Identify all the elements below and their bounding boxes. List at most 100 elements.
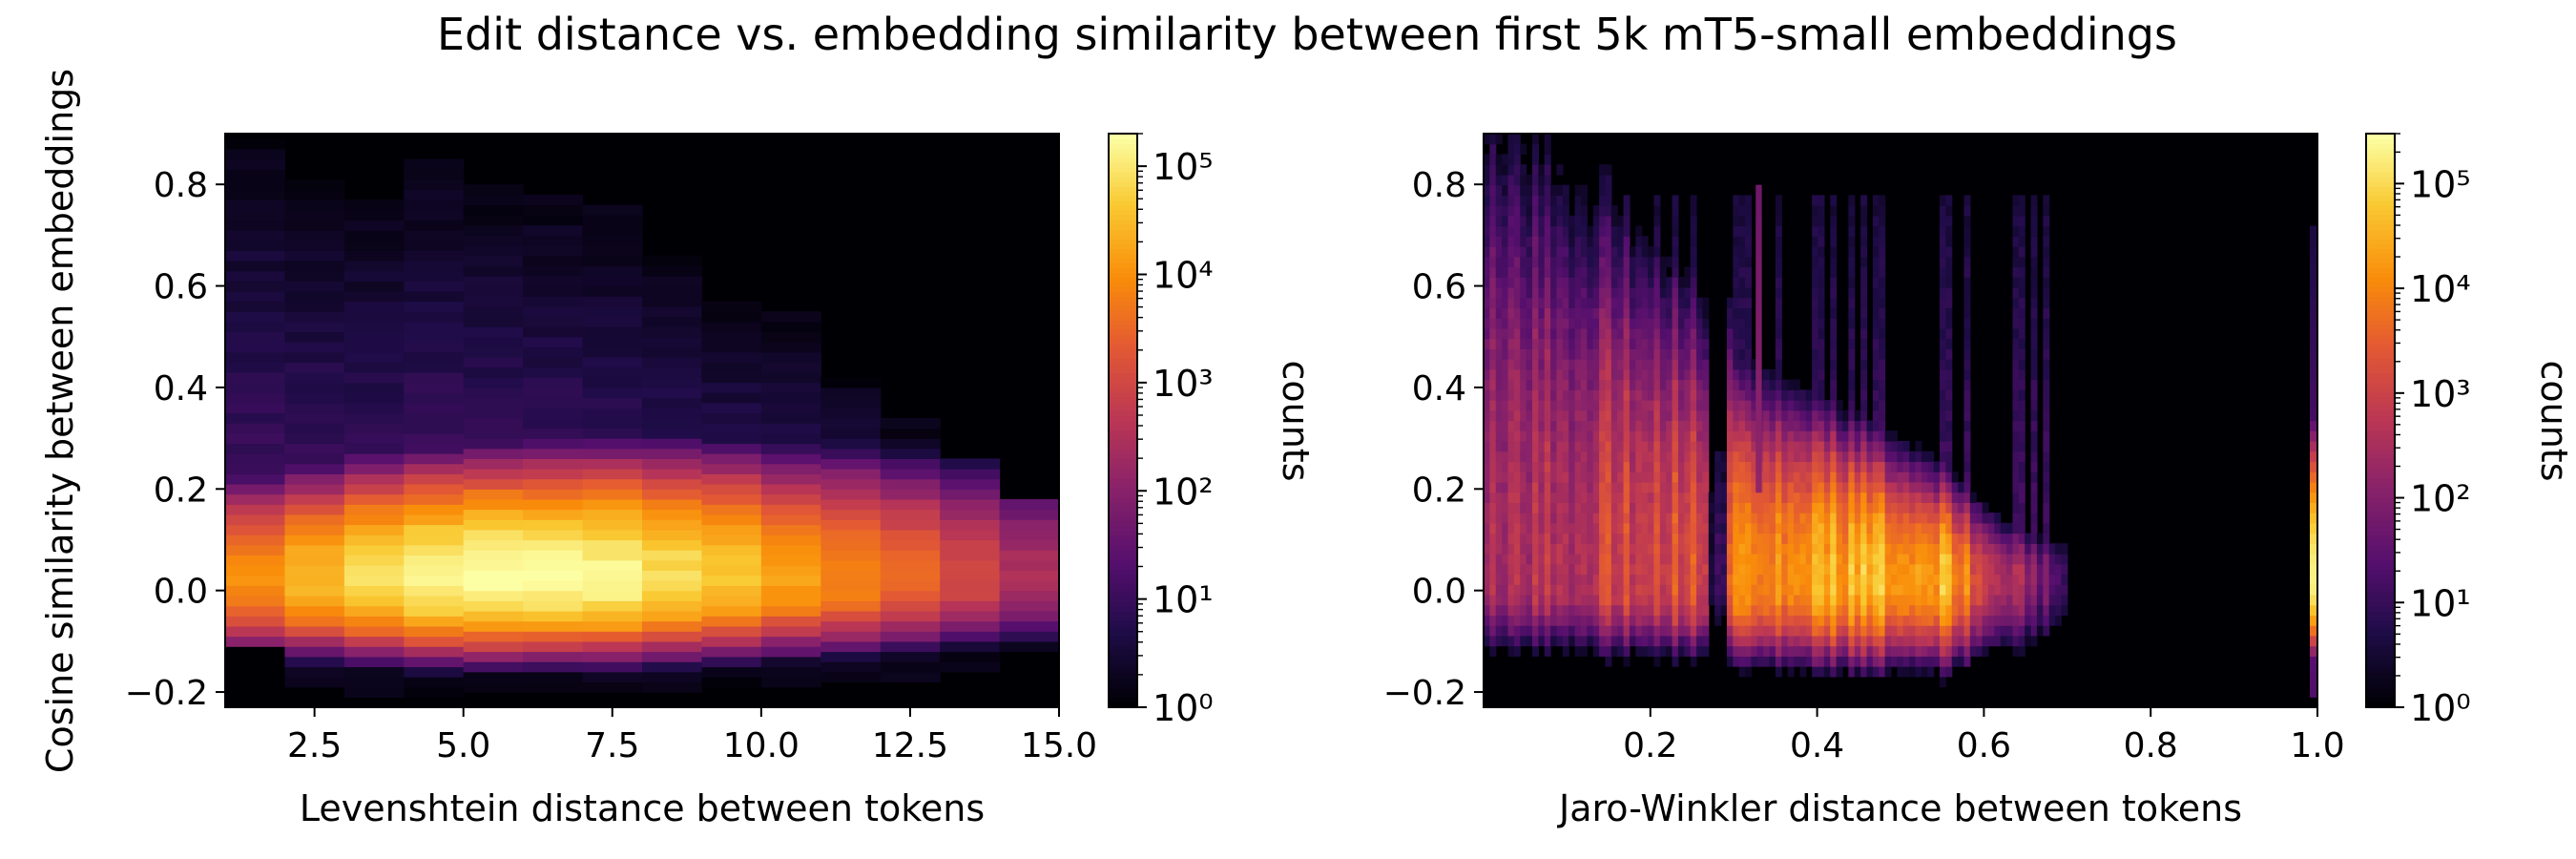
heatmap-cell bbox=[1677, 338, 1685, 349]
heatmap-cell bbox=[1531, 359, 1539, 370]
colorbar-segment bbox=[1109, 463, 1137, 470]
heatmap-cell bbox=[1848, 409, 1856, 422]
heatmap-cell bbox=[1513, 400, 1521, 411]
heatmap-cell bbox=[1538, 277, 1546, 288]
heatmap-cell bbox=[1799, 389, 1807, 401]
heatmap-cell bbox=[880, 458, 941, 470]
heatmap-cell bbox=[1794, 574, 1800, 585]
heatmap-cell bbox=[1823, 584, 1831, 596]
colorbar-segment bbox=[2366, 215, 2395, 220]
heatmap-cell bbox=[1592, 554, 1600, 565]
heatmap-cell bbox=[760, 351, 821, 363]
heatmap-cell bbox=[463, 600, 524, 612]
heatmap-cell bbox=[1848, 563, 1856, 576]
heatmap-cell bbox=[1939, 307, 1946, 319]
heatmap-cell bbox=[1921, 635, 1928, 647]
heatmap-cell bbox=[1848, 277, 1856, 288]
heatmap-cell bbox=[1531, 481, 1539, 493]
heatmap-cell bbox=[1745, 359, 1753, 370]
heatmap-cell bbox=[880, 469, 941, 480]
heatmap-cell bbox=[1568, 481, 1576, 493]
heatmap-cell bbox=[2018, 225, 2025, 237]
colorbar-segment bbox=[1109, 506, 1137, 513]
heatmap-cell bbox=[1653, 246, 1661, 258]
heatmap-cell bbox=[880, 631, 941, 642]
heatmap-cell bbox=[582, 631, 643, 642]
y-tick-label: −0.2 bbox=[125, 674, 208, 713]
heatmap-cell bbox=[1897, 533, 1904, 544]
colorbar-segment bbox=[1109, 410, 1137, 417]
heatmap-cell bbox=[1745, 645, 1753, 657]
heatmap-cell bbox=[701, 331, 762, 343]
heatmap-cell bbox=[1526, 246, 1533, 258]
heatmap-cell bbox=[2006, 625, 2014, 637]
heatmap-cell bbox=[1775, 615, 1782, 626]
colorbar-segment bbox=[1109, 162, 1137, 168]
heatmap-cell bbox=[1690, 584, 1697, 596]
heatmap-cell bbox=[1544, 615, 1551, 626]
heatmap-cell bbox=[2006, 543, 2014, 555]
heatmap-cell bbox=[1836, 645, 1843, 657]
heatmap-cell bbox=[1879, 205, 1886, 217]
colorbar-segment bbox=[2366, 148, 2395, 154]
heatmap-cell bbox=[1677, 574, 1685, 585]
heatmap-cell bbox=[1897, 666, 1904, 678]
heatmap-cell bbox=[1879, 635, 1886, 647]
heatmap-cell bbox=[1677, 513, 1685, 524]
heatmap-cell bbox=[463, 620, 524, 632]
heatmap-cell bbox=[1860, 533, 1868, 544]
heatmap-cell bbox=[1866, 450, 1874, 463]
heatmap-cell bbox=[1641, 563, 1649, 576]
colorbar-segment bbox=[2366, 697, 2395, 703]
heatmap-cell bbox=[1751, 420, 1758, 431]
heatmap-cell bbox=[1745, 543, 1753, 555]
heatmap-cell bbox=[642, 417, 703, 430]
heatmap-cell bbox=[1556, 338, 1564, 349]
colorbar-segment bbox=[2366, 353, 2395, 359]
colorbar-segment bbox=[2366, 444, 2395, 450]
heatmap-cell bbox=[582, 580, 643, 592]
heatmap-cell bbox=[1879, 522, 1886, 534]
heatmap-cell bbox=[1526, 256, 1533, 268]
heatmap-cell bbox=[1550, 368, 1558, 381]
heatmap-cell bbox=[1866, 522, 1874, 534]
heatmap-cell bbox=[1939, 256, 1946, 268]
heatmap-cell bbox=[343, 301, 405, 312]
heatmap-cell bbox=[2310, 297, 2317, 309]
heatmap-cell bbox=[1812, 256, 1819, 268]
heatmap-cell bbox=[2030, 461, 2038, 472]
heatmap-cell bbox=[1677, 471, 1685, 483]
heatmap-cell bbox=[523, 489, 584, 500]
heatmap-cell bbox=[1623, 195, 1631, 206]
heatmap-cell bbox=[1502, 215, 1509, 227]
heatmap-cell bbox=[1568, 492, 1576, 503]
heatmap-cell bbox=[1635, 563, 1643, 576]
heatmap-cell bbox=[1836, 625, 1843, 637]
heatmap-cell bbox=[1507, 246, 1515, 258]
heatmap-cell bbox=[1605, 584, 1612, 596]
heatmap-cell bbox=[1526, 543, 1533, 555]
heatmap-cell bbox=[1982, 645, 1989, 657]
heatmap-cell bbox=[2030, 635, 2038, 647]
heatmap-cell bbox=[1684, 379, 1692, 390]
heatmap-cell bbox=[284, 504, 345, 515]
heatmap-cell bbox=[2055, 563, 2063, 576]
heatmap-cell bbox=[1842, 513, 1849, 524]
heatmap-cell bbox=[1568, 215, 1576, 227]
heatmap-cell bbox=[1733, 533, 1740, 544]
heatmap-cell bbox=[1599, 492, 1607, 503]
colorbar-segment bbox=[1109, 644, 1137, 651]
heatmap-cell bbox=[1751, 656, 1758, 667]
heatmap-cell bbox=[1531, 368, 1539, 381]
colorbar-segment bbox=[2366, 391, 2395, 398]
colorbar-segment bbox=[1109, 181, 1137, 187]
heatmap-cell bbox=[2000, 604, 2007, 617]
colorbar-segment bbox=[2366, 468, 2395, 474]
heatmap-cell bbox=[1502, 338, 1509, 349]
colorbar-segment bbox=[2366, 315, 2395, 321]
heatmap-cell bbox=[760, 524, 821, 535]
heatmap-cell bbox=[2018, 615, 2025, 626]
heatmap-cell bbox=[1562, 225, 1569, 237]
heatmap-cell bbox=[1879, 368, 1886, 381]
heatmap-cell bbox=[1574, 348, 1582, 360]
